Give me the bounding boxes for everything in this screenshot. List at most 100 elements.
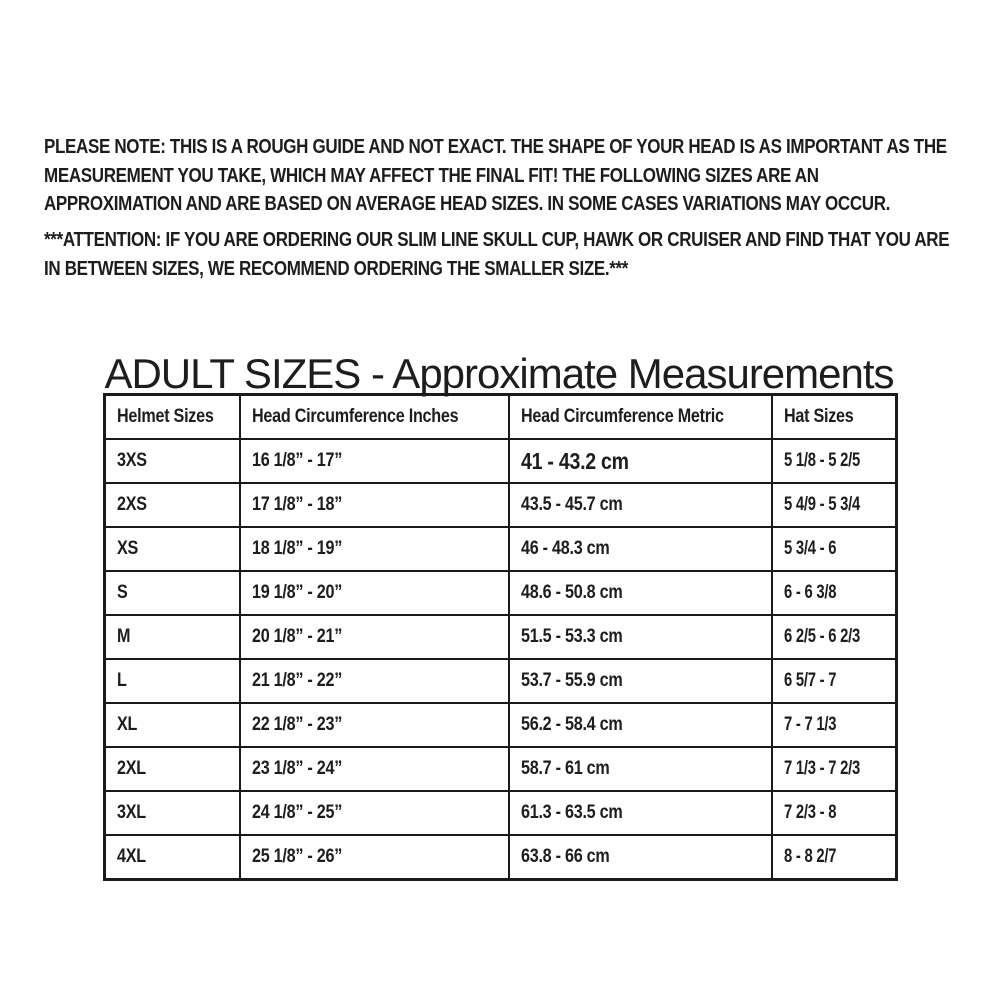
cell-value: 5 3/4 - 6 — [783, 538, 837, 559]
cell-value: 22 1/8” - 23” — [251, 714, 342, 735]
cell-value: S — [117, 582, 128, 603]
circumference-metric-cell: 46 - 48.3 cm — [507, 526, 773, 572]
table-row: 3XS 16 1/8” - 17” 41 - 43.2 cm 5 1/8 - 5… — [103, 438, 898, 484]
table-row: S 19 1/8” - 20” 48.6 - 50.8 cm 6 - 6 3/8 — [103, 570, 898, 616]
circumference-metric-cell: 48.6 - 50.8 cm — [507, 570, 773, 616]
cell-value: 7 - 7 1/3 — [783, 714, 837, 735]
column-header-label: Head Circumference Metric — [520, 406, 724, 427]
column-header-label: Helmet Sizes — [117, 406, 214, 427]
circumference-inches-cell: 17 1/8” - 18” — [238, 482, 510, 528]
circumference-metric-cell: 41 - 43.2 cm — [507, 438, 773, 484]
helmet-size-cell: XL — [103, 702, 241, 748]
circumference-metric-cell: 53.7 - 55.9 cm — [507, 658, 773, 704]
hat-size-cell: 7 1/3 - 7 2/3 — [770, 746, 898, 792]
cell-value: XS — [117, 538, 139, 559]
cell-value: 2XL — [117, 758, 146, 779]
table-row: M 20 1/8” - 21” 51.5 - 53.3 cm 6 2/5 - 6… — [103, 614, 898, 660]
cell-value: 58.7 - 61 cm — [520, 758, 610, 779]
hat-size-cell: 7 - 7 1/3 — [770, 702, 898, 748]
hat-size-cell: 5 3/4 - 6 — [770, 526, 898, 572]
cell-value: 7 1/3 - 7 2/3 — [783, 758, 860, 779]
cell-value: 21 1/8” - 22” — [251, 670, 342, 691]
table-row: 4XL 25 1/8” - 26” 63.8 - 66 cm 8 - 8 2/7 — [103, 834, 898, 881]
cell-value: 6 - 6 3/8 — [783, 582, 837, 603]
cell-value: 48.6 - 50.8 cm — [520, 582, 623, 603]
cell-value: 5 4/9 - 5 3/4 — [783, 494, 860, 515]
circumference-inches-cell: 22 1/8” - 23” — [238, 702, 510, 748]
helmet-size-cell: 3XS — [103, 438, 241, 484]
hat-size-cell: 7 2/3 - 8 — [770, 790, 898, 836]
size-table: Helmet Sizes Head Circumference Inches H… — [103, 393, 898, 881]
column-header-label: Head Circumference Inches — [251, 406, 459, 427]
cell-value: 16 1/8” - 17” — [251, 450, 342, 471]
table-row: 2XS 17 1/8” - 18” 43.5 - 45.7 cm 5 4/9 -… — [103, 482, 898, 528]
circumference-inches-cell: 23 1/8” - 24” — [238, 746, 510, 792]
note-paragraph: PLEASE NOTE: THIS IS A ROUGH GUIDE AND N… — [44, 136, 947, 215]
cell-value: 4XL — [117, 846, 146, 867]
table-row: XL 22 1/8” - 23” 56.2 - 58.4 cm 7 - 7 1/… — [103, 702, 898, 748]
page-title: ADULT SIZES - Approximate Measurements — [104, 350, 894, 398]
circumference-inches-cell: 20 1/8” - 21” — [238, 614, 510, 660]
cell-value: 56.2 - 58.4 cm — [520, 714, 623, 735]
cell-value: 19 1/8” - 20” — [251, 582, 342, 603]
circumference-metric-cell: 58.7 - 61 cm — [507, 746, 773, 792]
table-row: L 21 1/8” - 22” 53.7 - 55.9 cm 6 5/7 - 7 — [103, 658, 898, 704]
circumference-inches-cell: 18 1/8” - 19” — [238, 526, 510, 572]
cell-value: 3XL — [117, 802, 146, 823]
cell-value: 61.3 - 63.5 cm — [520, 802, 623, 823]
cell-value: 7 2/3 - 8 — [783, 802, 837, 823]
cell-value: 23 1/8” - 24” — [251, 758, 342, 779]
hat-size-cell: 5 1/8 - 5 2/5 — [770, 438, 898, 484]
table-row: 2XL 23 1/8” - 24” 58.7 - 61 cm 7 1/3 - 7… — [103, 746, 898, 792]
size-table-header: Helmet Sizes Head Circumference Inches H… — [103, 393, 898, 440]
cell-value: 6 5/7 - 7 — [783, 670, 837, 691]
cell-value: 8 - 8 2/7 — [783, 846, 837, 867]
hat-size-cell: 6 2/5 - 6 2/3 — [770, 614, 898, 660]
helmet-size-cell: L — [103, 658, 241, 704]
cell-value: 43.5 - 45.7 cm — [520, 494, 623, 515]
cell-value: 20 1/8” - 21” — [251, 626, 342, 647]
cell-value: XL — [117, 714, 138, 735]
circumference-inches-cell: 25 1/8” - 26” — [238, 834, 510, 881]
column-header-hat-sizes: Hat Sizes — [770, 393, 898, 440]
cell-value: 6 2/5 - 6 2/3 — [783, 626, 860, 647]
size-table-body: 3XS 16 1/8” - 17” 41 - 43.2 cm 5 1/8 - 5… — [103, 438, 898, 881]
circumference-metric-cell: 51.5 - 53.3 cm — [507, 614, 773, 660]
hat-size-cell: 5 4/9 - 5 3/4 — [770, 482, 898, 528]
header-row: Helmet Sizes Head Circumference Inches H… — [103, 393, 898, 440]
helmet-size-cell: XS — [103, 526, 241, 572]
attention-paragraph: ***ATTENTION: IF YOU ARE ORDERING OUR SL… — [44, 229, 950, 280]
cell-value: 2XS — [117, 494, 147, 515]
column-header-circumference-metric: Head Circumference Metric — [507, 393, 773, 440]
circumference-metric-cell: 61.3 - 63.5 cm — [507, 790, 773, 836]
hat-size-cell: 6 5/7 - 7 — [770, 658, 898, 704]
helmet-size-cell: M — [103, 614, 241, 660]
cell-value: 17 1/8” - 18” — [251, 494, 342, 515]
column-header-circumference-inches: Head Circumference Inches — [238, 393, 510, 440]
helmet-size-cell: S — [103, 570, 241, 616]
cell-value: 5 1/8 - 5 2/5 — [783, 450, 860, 471]
circumference-inches-cell: 24 1/8” - 25” — [238, 790, 510, 836]
table-row: 3XL 24 1/8” - 25” 61.3 - 63.5 cm 7 2/3 -… — [103, 790, 898, 836]
circumference-inches-cell: 21 1/8” - 22” — [238, 658, 510, 704]
cell-value: 3XS — [117, 450, 147, 471]
cell-value: 24 1/8” - 25” — [251, 802, 342, 823]
helmet-size-cell: 3XL — [103, 790, 241, 836]
hat-size-cell: 8 - 8 2/7 — [770, 834, 898, 881]
cell-value: M — [117, 626, 131, 647]
helmet-size-cell: 2XS — [103, 482, 241, 528]
column-header-helmet-sizes: Helmet Sizes — [103, 393, 241, 440]
hat-size-cell: 6 - 6 3/8 — [770, 570, 898, 616]
circumference-inches-cell: 19 1/8” - 20” — [238, 570, 510, 616]
cell-value: 18 1/8” - 19” — [251, 538, 342, 559]
circumference-metric-cell: 43.5 - 45.7 cm — [507, 482, 773, 528]
helmet-size-cell: 4XL — [103, 834, 241, 881]
cell-value: 51.5 - 53.3 cm — [520, 626, 623, 647]
cell-value: 41 - 43.2 cm — [520, 447, 629, 474]
circumference-metric-cell: 56.2 - 58.4 cm — [507, 702, 773, 748]
cell-value: L — [117, 670, 127, 691]
circumference-inches-cell: 16 1/8” - 17” — [238, 438, 510, 484]
cell-value: 25 1/8” - 26” — [251, 846, 342, 867]
cell-value: 53.7 - 55.9 cm — [520, 670, 623, 691]
cell-value: 63.8 - 66 cm — [520, 846, 610, 867]
